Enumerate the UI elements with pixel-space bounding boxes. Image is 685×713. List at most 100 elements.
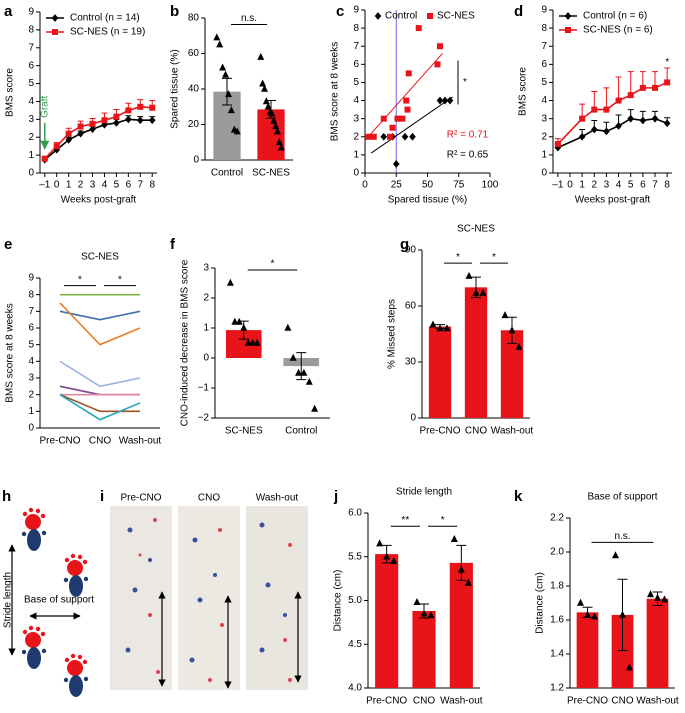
x-tick-label: 0: [54, 180, 60, 191]
data-point: [311, 404, 319, 412]
y-tick-label: 0: [203, 353, 209, 364]
data-point: [259, 79, 267, 87]
data-point: [615, 97, 622, 104]
data-point: [626, 663, 633, 671]
x-axis-label: Weeks post-graft: [575, 195, 651, 206]
data-point: [272, 122, 280, 130]
y-axis-label: BMS score at 8 weeks: [5, 303, 16, 402]
data-point: [262, 97, 270, 105]
y-tick-label: 6: [28, 323, 34, 334]
legend-marker: [427, 13, 433, 19]
data-point: [295, 368, 303, 376]
y-tick-label: 0: [193, 155, 199, 166]
y-tick-label: 2: [353, 131, 359, 142]
x-tick-label: 3: [90, 180, 96, 191]
data-point: [591, 106, 598, 113]
panel-letter: f: [170, 236, 176, 253]
data-point: [404, 106, 411, 113]
bar: [428, 326, 452, 418]
y-tick-label: 1: [28, 150, 34, 161]
x-tick-label: Pre-CNO: [419, 426, 460, 437]
significance-label: *: [78, 274, 82, 285]
data-point: [578, 132, 586, 141]
data-point: [627, 114, 635, 123]
y-tick-label: 2: [541, 131, 547, 142]
fit-line: [364, 53, 443, 141]
legend-label: SC-NES: [437, 11, 475, 22]
data-point: [639, 116, 647, 125]
data-point: [240, 323, 248, 331]
data-point: [399, 115, 406, 122]
y-tick-label: 2: [28, 389, 34, 400]
panel-letter: g: [400, 236, 409, 253]
y-tick-label: 5.0: [348, 595, 362, 606]
panel-letter: i: [100, 488, 104, 505]
data-point: [235, 317, 243, 325]
bar: [449, 562, 473, 688]
panel-letter: d: [514, 3, 523, 20]
data-point: [270, 116, 278, 124]
y-tick-label: 9: [28, 7, 34, 18]
data-point: [89, 120, 96, 127]
data-point: [231, 317, 239, 325]
x-tick-label: CNO: [89, 436, 111, 447]
data-point: [651, 114, 659, 123]
data-point: [370, 133, 377, 140]
y-axis-label: Spared tissue (%): [170, 49, 181, 128]
photo-header: CNO: [198, 493, 220, 504]
panel-letter: c: [336, 3, 344, 20]
y-tick-label: 20: [188, 119, 200, 130]
x-tick-label: 25: [391, 180, 403, 191]
panel-h: Stride length Base of support: [3, 507, 94, 697]
panel-letter: e: [4, 236, 12, 253]
x-tick-label: 75: [453, 180, 465, 191]
data-point: [479, 288, 487, 296]
data-point: [443, 324, 451, 332]
photo-header: Wash-out: [256, 493, 299, 504]
series-line: [557, 117, 668, 149]
annotation: Graft: [39, 95, 50, 117]
paw-print: [63, 653, 89, 697]
data-point: [436, 324, 444, 332]
y-axis-label: Distance (cm): [333, 570, 344, 632]
y-tick-label: 4: [28, 356, 34, 367]
data-point: [415, 25, 422, 32]
y-tick-label: 5.5: [348, 551, 362, 562]
y-tick-label: 1: [203, 323, 209, 334]
base-label: Base of support: [24, 595, 94, 606]
footprint-photo: [110, 506, 172, 690]
bar: [500, 330, 524, 418]
data-point: [389, 124, 396, 131]
legend-label: Control (n = 6): [583, 11, 647, 22]
bar: [412, 611, 436, 688]
x-tick-label: Wash-out: [636, 696, 679, 707]
series-line: [59, 385, 140, 396]
x-tick-label: 1: [579, 180, 585, 191]
error-bar: [615, 76, 622, 101]
data-point: [222, 70, 230, 78]
x-tick-label: CNO: [465, 426, 487, 437]
data-point: [591, 612, 598, 620]
data-point: [244, 338, 252, 346]
series-line: [44, 118, 153, 161]
x-tick-label: 6: [126, 180, 132, 191]
y-tick-label: 4.0: [348, 683, 362, 694]
annotation: *: [463, 77, 467, 88]
data-point: [77, 123, 84, 130]
y-tick-label: 2: [28, 132, 34, 143]
data-point: [409, 132, 416, 141]
data-point: [515, 342, 523, 350]
y-tick-label: 4.5: [348, 639, 362, 650]
x-tick-label: 4: [616, 180, 622, 191]
footprint-photo: [246, 506, 308, 690]
y-axis-label: Distance (cm): [535, 572, 546, 634]
legend-label: Control: [385, 11, 417, 22]
fit-line: [370, 96, 453, 154]
x-tick-label: 4: [102, 180, 108, 191]
data-point: [654, 593, 661, 601]
chart-title: Stride length: [396, 487, 452, 498]
y-tick-label: 40: [188, 84, 200, 95]
data-point: [392, 160, 400, 168]
y-tick-label: 90: [405, 245, 417, 256]
